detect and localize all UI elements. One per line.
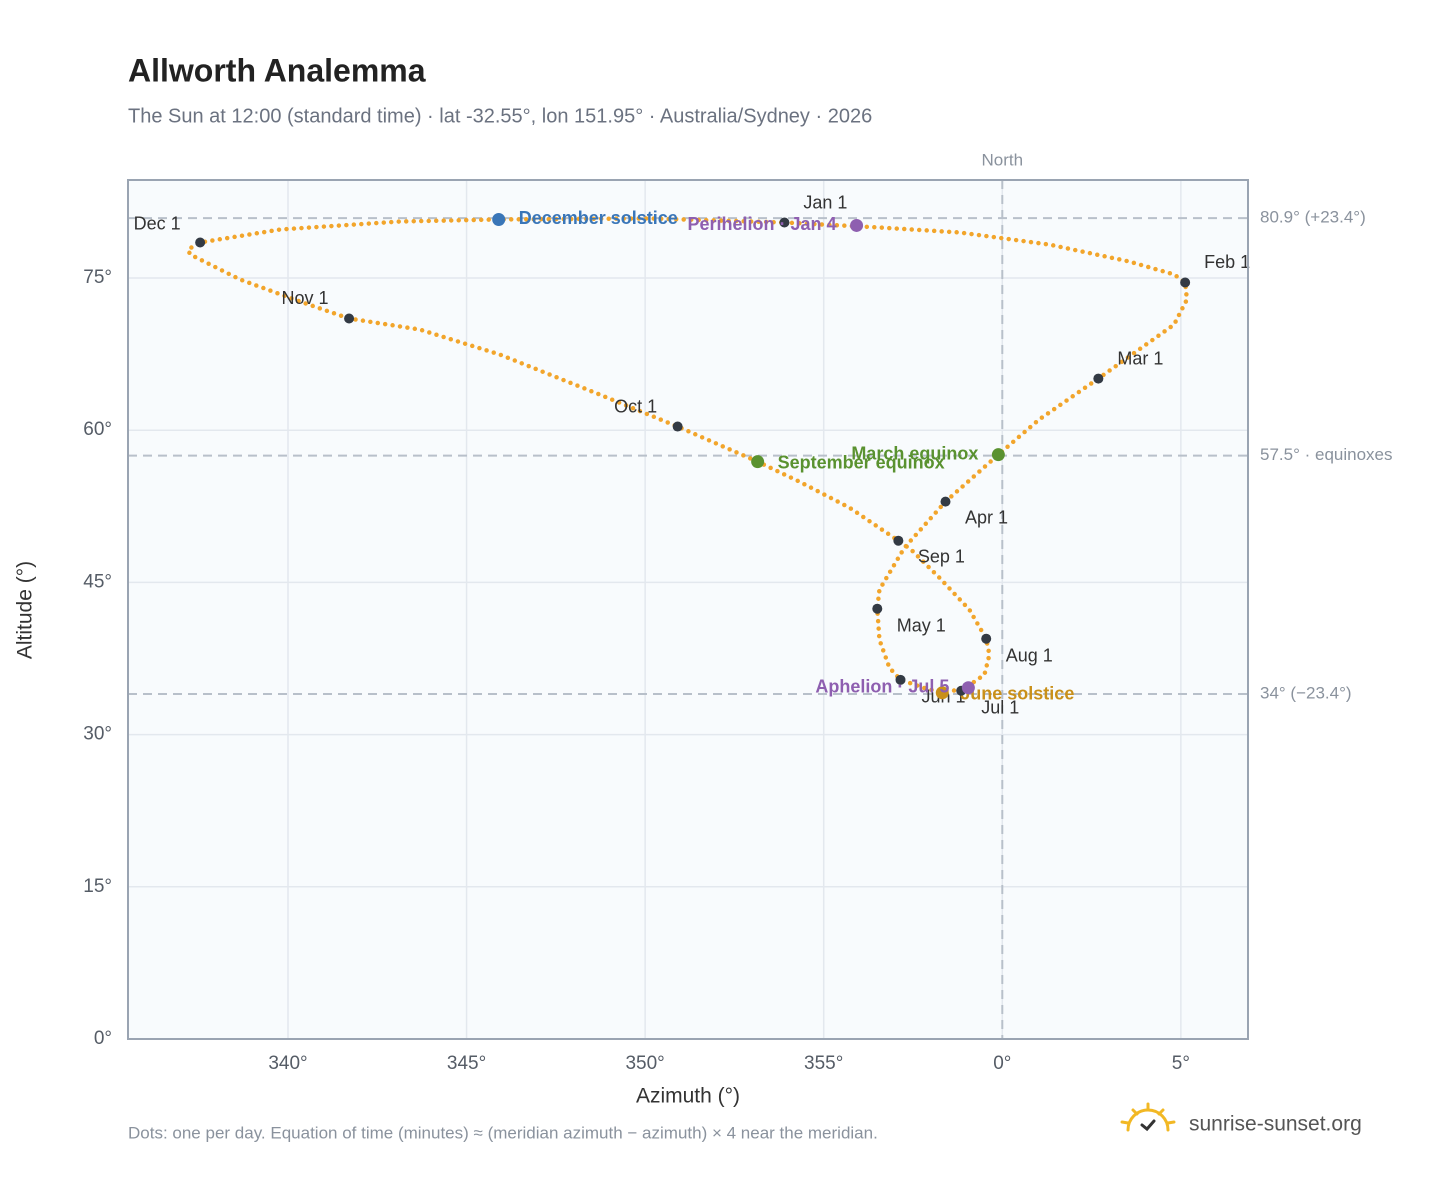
y-tick-label: 45° [83,571,112,592]
daily-dots [185,216,1190,694]
chart-subtitle: The Sun at 12:00 (standard time) · lat -… [128,105,872,127]
date-marker [195,237,206,248]
y-tick-label: 30° [83,724,112,745]
event-marker [961,681,975,695]
event-label: December solstice [519,208,678,228]
date-marker [779,217,790,228]
event-marker [751,455,765,469]
event-label: September equinox [778,452,945,472]
x-tick-label: 0° [993,1053,1011,1074]
date-label: Feb 1 [1204,252,1250,272]
date-label: Oct 1 [614,396,657,416]
reference-label: 57.5° · equinoxes [1260,445,1393,464]
chart-title: Allworth Analemma [128,52,426,88]
x-tick-label: 345° [447,1053,486,1074]
y-tick-label: 15° [83,876,112,897]
date-marker [940,496,951,507]
y-axis-label: Altitude (°) [14,561,37,659]
event-marker [492,212,506,226]
y-tick-label: 60° [83,419,112,440]
date-label: May 1 [897,615,946,635]
event-marker [991,448,1005,462]
date-marker [672,421,683,432]
date-label: Apr 1 [965,507,1008,527]
date-marker [893,535,904,546]
date-label: Dec 1 [134,213,181,233]
x-tick-label: 5° [1172,1053,1190,1074]
x-tick-label: 355° [804,1053,843,1074]
event-label: June solstice [960,684,1074,704]
date-label: Aug 1 [1006,645,1053,665]
y-tick-label: 75° [83,267,112,288]
date-marker [1180,277,1191,288]
date-marker [344,313,355,324]
x-tick-label: 340° [268,1053,307,1074]
event-label: March equinox [851,443,978,463]
date-label: Jul 1 [981,698,1019,718]
footnote: Dots: one per day. Equation of time (min… [128,1123,878,1142]
x-axis-label: Azimuth (°) [636,1085,740,1108]
date-label: Mar 1 [1117,348,1163,368]
date-marker [981,633,992,644]
event-label: Perihelion · Jan 4 [688,214,837,234]
event-label: Aphelion · Jul 5 [815,676,949,696]
date-label: Nov 1 [282,288,329,308]
date-marker [895,674,906,685]
x-tick-label: 350° [625,1053,664,1074]
plot-frame [127,179,1249,1040]
y-tick-label: 0° [94,1028,112,1049]
event-marker [935,686,949,700]
brand-logo [1120,1102,1176,1132]
date-label: Sep 1 [918,546,965,566]
reference-label: 34° (−23.4°) [1260,684,1352,703]
date-label: Jan 1 [803,192,847,212]
date-marker [872,603,883,614]
event-marker [850,218,864,232]
meridian-label: North [981,150,1023,169]
brand: sunrise-sunset.org [1189,1113,1362,1136]
reference-label: 80.9° (+23.4°) [1260,208,1366,227]
plot-area [128,180,1248,1039]
date-marker [1093,373,1104,384]
